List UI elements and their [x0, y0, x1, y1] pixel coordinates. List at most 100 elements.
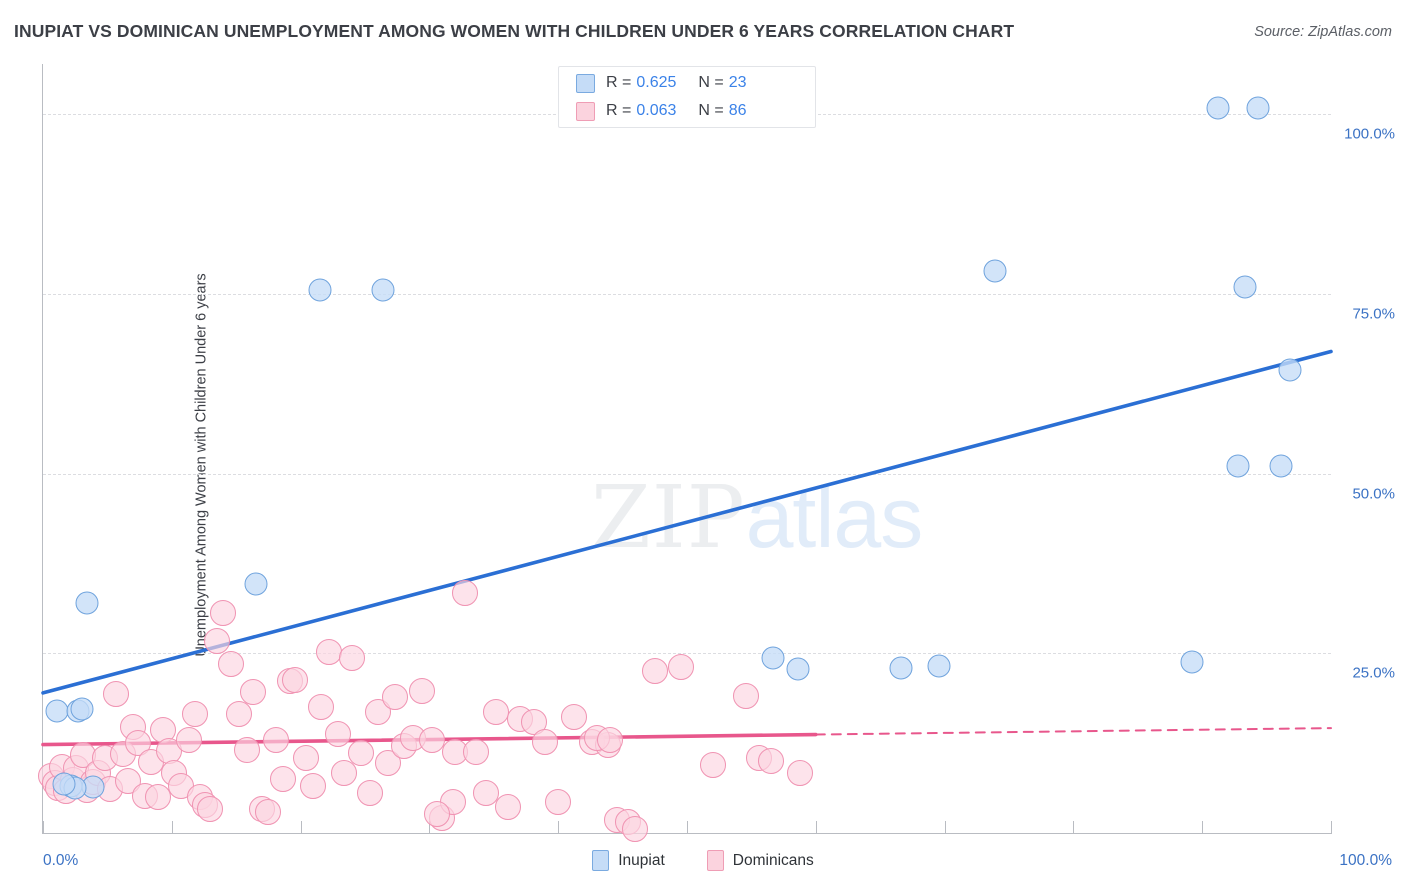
correlation-row-dominicans: R = 0.063 N = 86 — [576, 98, 815, 124]
gridline — [43, 293, 1331, 295]
data-point[interactable] — [203, 628, 230, 655]
x-axis-tick — [558, 821, 560, 834]
data-point[interactable] — [375, 749, 402, 776]
x-axis-tick — [944, 821, 946, 834]
data-point[interactable] — [292, 744, 319, 771]
data-point[interactable] — [699, 751, 726, 778]
data-point[interactable] — [408, 678, 435, 705]
data-point[interactable] — [1226, 454, 1250, 478]
y-axis-tick-label: 50.0% — [1352, 485, 1395, 503]
data-point[interactable] — [69, 741, 96, 768]
y-axis-tick-label: 75.0% — [1352, 305, 1395, 323]
data-point[interactable] — [210, 600, 237, 627]
x-axis-tick — [1202, 821, 1204, 834]
data-point[interactable] — [300, 773, 327, 800]
x-axis-label-max: 100.0% — [1339, 852, 1392, 869]
legend-swatch-inupiat-icon — [592, 850, 610, 871]
data-point[interactable] — [197, 796, 224, 823]
data-point[interactable] — [1278, 358, 1302, 382]
data-point[interactable] — [348, 740, 375, 767]
x-axis-tick — [300, 821, 302, 834]
data-point[interactable] — [324, 720, 351, 747]
data-point[interactable] — [622, 815, 649, 842]
data-point[interactable] — [1206, 96, 1230, 120]
data-point[interactable] — [269, 766, 296, 793]
data-point[interactable] — [175, 727, 202, 754]
r-value-dominicans: 0.063 — [636, 102, 677, 119]
data-point[interactable] — [473, 779, 500, 806]
inupiat-swatch-icon — [576, 73, 595, 93]
data-point[interactable] — [927, 654, 951, 678]
legend-item-dominicans[interactable]: Dominicans — [706, 850, 814, 871]
data-point[interactable] — [52, 772, 76, 796]
data-point[interactable] — [483, 698, 510, 725]
data-point[interactable] — [45, 699, 69, 723]
data-point[interactable] — [144, 784, 171, 811]
x-axis-tick — [1073, 821, 1075, 834]
data-point[interactable] — [75, 591, 99, 615]
data-point[interactable] — [308, 278, 332, 302]
x-axis-tick — [171, 821, 173, 834]
data-point[interactable] — [315, 638, 342, 665]
data-point[interactable] — [218, 651, 245, 678]
data-point[interactable] — [1269, 454, 1293, 478]
legend-label-dominicans: Dominicans — [732, 851, 814, 869]
data-point[interactable] — [494, 794, 521, 821]
data-point[interactable] — [786, 657, 810, 681]
data-point[interactable] — [282, 666, 309, 693]
data-point[interactable] — [757, 748, 784, 775]
x-axis-tick — [1331, 821, 1332, 834]
data-point[interactable] — [125, 730, 152, 757]
data-point[interactable] — [641, 657, 668, 684]
x-axis-tick — [687, 821, 688, 834]
data-point[interactable] — [181, 701, 208, 728]
y-axis-tick-label: 100.0% — [1344, 125, 1395, 143]
x-axis-tick — [815, 821, 817, 834]
data-point[interactable] — [103, 681, 130, 708]
n-label-dominicans: N = — [698, 102, 724, 119]
y-axis-line — [42, 64, 43, 834]
data-point[interactable] — [532, 729, 559, 756]
data-point[interactable] — [138, 748, 165, 775]
data-point[interactable] — [308, 694, 335, 721]
data-point[interactable] — [156, 738, 183, 765]
gridline — [43, 473, 1331, 475]
data-point[interactable] — [560, 703, 587, 730]
data-point[interactable] — [1246, 96, 1270, 120]
data-point[interactable] — [761, 646, 785, 670]
data-point[interactable] — [545, 789, 572, 816]
data-point[interactable] — [462, 738, 489, 765]
correlation-row-inupiat: R = 0.625 N = 23 — [576, 70, 815, 96]
data-point[interactable] — [418, 726, 445, 753]
data-point[interactable] — [233, 737, 260, 764]
data-point[interactable] — [239, 679, 266, 706]
data-point[interactable] — [339, 644, 366, 671]
legend-swatch-dominicans-icon — [706, 850, 724, 871]
n-value-dominicans: 86 — [728, 102, 747, 119]
data-point[interactable] — [983, 259, 1007, 283]
data-point[interactable] — [733, 683, 760, 710]
data-point[interactable] — [787, 759, 814, 786]
data-point[interactable] — [452, 579, 479, 606]
data-point[interactable] — [255, 799, 282, 826]
data-point[interactable] — [244, 572, 268, 596]
legend-item-inupiat[interactable]: Inupiat — [592, 850, 665, 871]
data-point[interactable] — [1233, 275, 1257, 299]
data-point[interactable] — [596, 727, 623, 754]
x-axis-label-min: 0.0% — [43, 852, 79, 869]
x-axis-tick — [43, 821, 44, 834]
data-point[interactable] — [225, 701, 252, 728]
data-point[interactable] — [667, 653, 694, 680]
r-value-inupiat: 0.625 — [636, 74, 677, 91]
data-point[interactable] — [70, 697, 94, 721]
data-point[interactable] — [889, 656, 913, 680]
r-label-dominicans: R = — [606, 102, 632, 119]
data-point[interactable] — [424, 801, 451, 828]
data-point[interactable] — [381, 684, 408, 711]
data-point[interactable] — [357, 780, 384, 807]
n-value-inupiat: 23 — [728, 74, 747, 91]
data-point[interactable] — [263, 727, 290, 754]
data-point[interactable] — [371, 278, 395, 302]
data-point[interactable] — [1180, 650, 1204, 674]
